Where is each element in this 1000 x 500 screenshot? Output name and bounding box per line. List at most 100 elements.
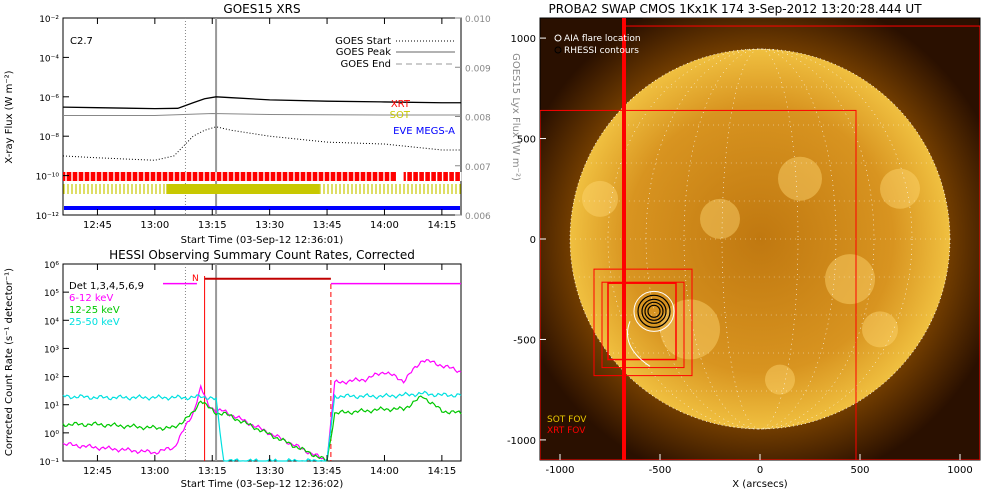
goes-xrt-band — [63, 172, 396, 181]
goes-y2-tick-label: 0.008 — [465, 114, 491, 124]
hessi-night-label: N — [192, 274, 199, 284]
goes-instrument-labels: XRT SOT EVE MEGS-A — [390, 99, 455, 137]
goes-y-tick-label: 10⁻¹⁰ — [36, 173, 60, 183]
goes-title: GOES15 XRS — [223, 2, 300, 16]
swap-y-ticks: 1000 500 0 -500 -1000 — [507, 34, 546, 447]
swap-sot-fov-outer — [593, 268, 693, 377]
goes-label-eve: EVE MEGS-A — [393, 126, 455, 137]
goes-x-tick-label: 13:45 — [313, 220, 342, 231]
goes-y2label: GOES15 Lyx Flux (W m⁻²) — [510, 53, 521, 181]
hessi-x-tick-label: 14:15 — [427, 466, 456, 477]
swap-bright-region — [880, 168, 920, 209]
goes-ylabel: X-ray Flux (W m⁻²) — [4, 70, 15, 163]
hessi-ylabel: Corrected Count Rate (s⁻¹ detector⁻¹) — [4, 268, 15, 456]
hessi-x-ticks: 12:45 13:00 13:15 13:30 13:45 14:00 14:15 — [83, 264, 456, 477]
hessi-x-tick-label: 13:00 — [140, 466, 169, 477]
goes-series-2 — [63, 113, 461, 117]
goes-sot-dense — [166, 184, 320, 194]
goes-legend-peak: GOES Peak — [336, 47, 391, 58]
hessi-y-tick-label: 10³ — [44, 345, 59, 355]
hessi-legend: Det 1,3,4,5,6,9 6-12 keV 12-25 keV 25-50… — [69, 281, 144, 328]
swap-y-tick-label: 1000 — [511, 34, 536, 45]
goes-plot-area — [62, 18, 462, 215]
hessi-x-tick-label: 13:45 — [313, 466, 342, 477]
swap-bright-region — [660, 299, 720, 360]
goes-flare-class: C2.7 — [70, 36, 93, 47]
swap-legend-aia: AIA flare location — [564, 34, 641, 44]
swap-image — [540, 18, 980, 460]
goes-xlabel: Start Time (03-Sep-12 12:36:01) — [181, 235, 344, 246]
swap-fov-labels: SOT FOV XRT FOV — [547, 415, 587, 436]
swap-x-ticks: -1000 -500 0 500 1000 — [545, 454, 973, 476]
swap-bright-region — [862, 311, 898, 348]
goes-x-tick-label: 13:30 — [255, 220, 284, 231]
hessi-x-tick-label: 13:30 — [255, 466, 284, 477]
goes-y-tick-label: 10⁻⁸ — [39, 133, 59, 143]
goes-y-tick-label: 10⁻¹² — [36, 212, 60, 222]
swap-x-tick-label: 0 — [757, 465, 763, 476]
swap-sot-fov-inner — [607, 282, 677, 361]
swap-xrt-fov — [540, 109, 857, 460]
swap-y-tick-label: -1000 — [507, 436, 536, 447]
swap-bright-region — [582, 180, 618, 217]
goes-legend-end: GOES End — [341, 59, 391, 70]
swap-xlabel: X (arcsecs) — [732, 479, 788, 490]
goes-x-tick-label: 13:00 — [140, 220, 169, 231]
swap-panel: PROBA2 SWAP CMOS 1Kx1K 174 3-Sep-2012 13… — [507, 2, 981, 490]
swap-x-tick-label: 500 — [850, 465, 869, 476]
hessi-legend-6-12: 6-12 keV — [69, 293, 113, 304]
swap-y-tick-label: 0 — [530, 235, 536, 246]
swap-x-tick-label: 1000 — [947, 465, 972, 476]
goes-x-ticks: 12:45 13:00 13:15 13:30 13:45 14:00 14:15 — [83, 18, 456, 231]
swap-rhessi-contour — [644, 301, 664, 321]
goes-xrt-band — [403, 172, 461, 181]
hessi-plot-area — [62, 264, 462, 462]
swap-grid-lon — [721, 48, 799, 430]
goes-y2-tick-label: 0.009 — [465, 64, 491, 74]
goes-y2-tick-label: 0.010 — [465, 15, 491, 25]
hessi-series-1 — [62, 395, 462, 462]
goes-y-tick-label: 10⁻⁶ — [39, 94, 59, 104]
goes-y2-tick-label: 0.006 — [465, 212, 491, 222]
swap-legend-aia-icon — [554, 34, 562, 42]
goes-plot-frame — [62, 17, 462, 216]
swap-aia-flare — [633, 290, 675, 332]
swap-x-tick-label: -1000 — [545, 465, 574, 476]
swap-sot-fov — [601, 281, 685, 369]
hessi-series-2 — [62, 390, 462, 462]
swap-bright-region — [825, 254, 875, 305]
hessi-xlabel: Start Time (03-Sep-12 12:36:02) — [181, 479, 344, 490]
goes-label-sot: SOT — [390, 110, 411, 121]
swap-y-tick-label: -500 — [513, 335, 536, 346]
goes-legend-start: GOES Start — [335, 36, 391, 47]
goes-panel: GOES15 XRS 12:45 13:00 13:15 13:30 13:45 14:0… — [4, 2, 521, 246]
hessi-plot-frame — [62, 263, 462, 462]
goes-series-1 — [62, 126, 461, 161]
hessi-y-ticks: 10⁶ 10⁵ 10⁴ 10³ 10² 10¹ 10⁰ 10⁻¹ — [39, 261, 69, 468]
hessi-y-tick-label: 10⁰ — [44, 430, 59, 440]
swap-x-tick-label: -500 — [649, 465, 672, 476]
swap-legend-rhessi-icon — [554, 46, 562, 54]
swap-legend-rhessi: RHESSI contours — [564, 46, 639, 56]
swap-rhessi-contour — [641, 298, 667, 324]
hessi-y-tick-label: 10⁵ — [44, 289, 59, 299]
swap-grid-lon — [645, 48, 875, 430]
hessi-y-tick-label: 10¹ — [44, 402, 59, 412]
goes-x-tick-label: 13:15 — [198, 220, 227, 231]
goes-y-tick-label: 10⁻⁴ — [39, 54, 59, 64]
goes-label-xrt: XRT — [391, 99, 411, 110]
hessi-x-tick-label: 12:45 — [83, 466, 112, 477]
swap-bright-region — [765, 364, 795, 395]
hessi-title: HESSI Observing Summary Count Rates, Cor… — [109, 248, 415, 262]
goes-y2-ticks: 0.010 0.009 0.008 0.007 0.006 — [455, 15, 491, 222]
swap-fov-sot: SOT FOV — [547, 415, 587, 425]
hessi-legend-12-25: 12-25 keV — [69, 305, 120, 316]
goes-x-tick-label: 14:00 — [370, 220, 399, 231]
swap-bright-region — [778, 156, 822, 201]
goes-y-tick-label: 10⁻² — [39, 15, 59, 25]
hessi-y-tick-label: 10² — [44, 374, 59, 384]
swap-fov-xrt: XRT FOV — [547, 426, 586, 436]
swap-legend: AIA flare location RHESSI contours — [554, 34, 641, 56]
swap-rhessi-contour — [647, 304, 661, 318]
